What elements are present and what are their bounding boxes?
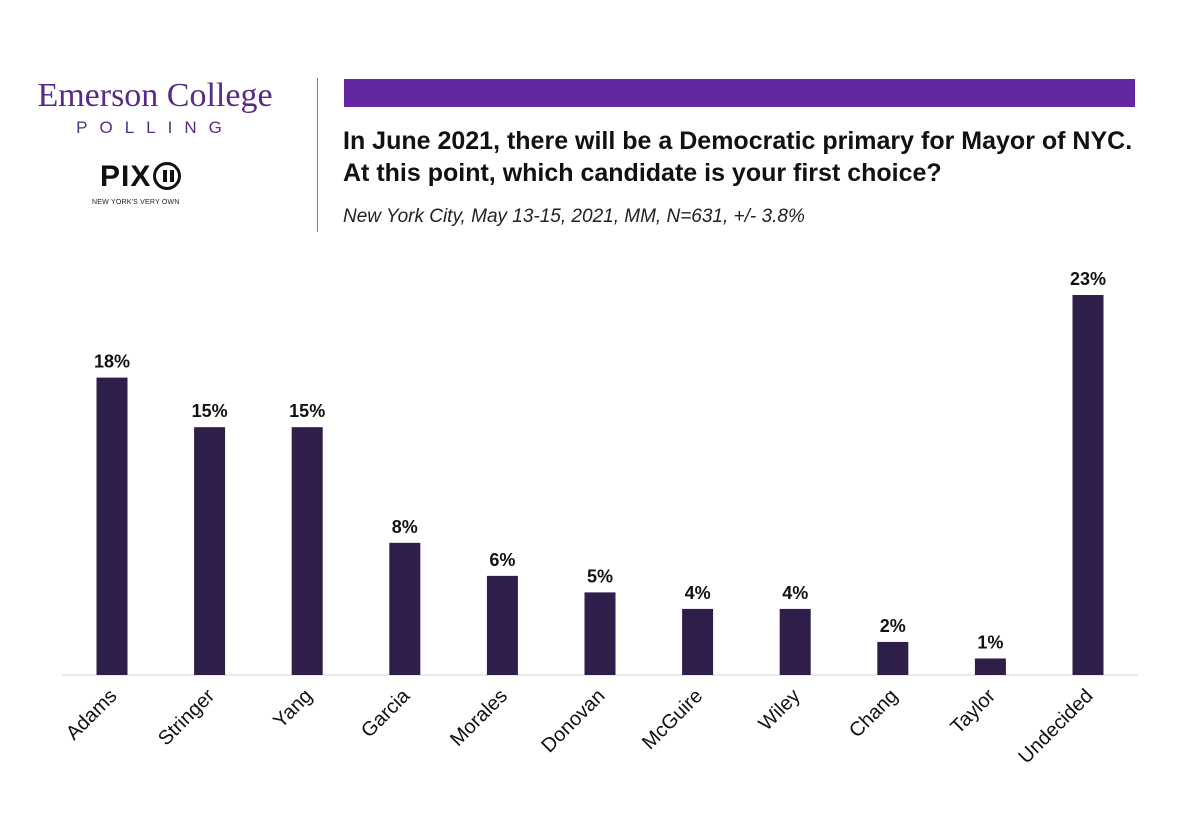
bar-chang xyxy=(877,641,909,675)
x-tick-label-yang: Yang xyxy=(269,685,317,733)
bar-mcguire xyxy=(682,608,714,675)
emerson-polling-logo-text: POLLING xyxy=(76,118,234,137)
bar-wiley xyxy=(779,608,811,675)
emerson-college-logo-text: Emerson College xyxy=(37,77,273,114)
bar-donovan xyxy=(584,592,616,675)
chart-subtitle: New York City, May 13-15, 2021, MM, N=63… xyxy=(343,206,805,227)
x-tick-label-adams: Adams xyxy=(62,685,122,745)
x-tick-label-morales: Morales xyxy=(446,685,512,751)
x-tick-label-undecided: Undecided xyxy=(1014,685,1097,768)
x-tick-label-wiley: Wiley xyxy=(755,685,805,735)
chart-title: In June 2021, there will be a Democratic… xyxy=(343,127,1133,187)
header-divider xyxy=(317,78,318,232)
data-label-taylor: 1% xyxy=(977,632,1003,652)
header-accent-bar xyxy=(344,79,1135,107)
bar-adams xyxy=(96,377,128,675)
data-label-yang: 15% xyxy=(289,401,325,421)
x-tick-label-garcia: Garcia xyxy=(357,684,415,742)
x-tick-label-donovan: Donovan xyxy=(537,685,609,757)
x-tick-label-chang: Chang xyxy=(845,685,902,742)
data-label-chang: 2% xyxy=(880,616,906,636)
bar-yang xyxy=(291,427,323,675)
data-label-adams: 18% xyxy=(94,352,130,372)
data-label-donovan: 5% xyxy=(587,566,613,586)
data-label-stringer: 15% xyxy=(192,401,228,421)
data-label-wiley: 4% xyxy=(782,583,808,603)
x-tick-label-mcguire: McGuire xyxy=(638,685,707,754)
data-label-morales: 6% xyxy=(489,550,515,570)
bar-undecided xyxy=(1072,295,1104,675)
bar-morales xyxy=(486,575,518,675)
pix11-badge-icon xyxy=(153,162,182,190)
bar-garcia xyxy=(389,542,421,675)
x-tick-label-taylor: Taylor xyxy=(947,685,1001,739)
bar-stringer xyxy=(194,427,226,675)
bar-taylor xyxy=(974,658,1006,675)
data-label-mcguire: 4% xyxy=(685,583,711,603)
data-label-undecided: 23% xyxy=(1070,269,1106,289)
data-label-garcia: 8% xyxy=(392,517,418,537)
x-tick-label-stringer: Stringer xyxy=(154,685,219,750)
pix11-logo: PIX xyxy=(100,160,182,193)
pix11-tagline: NEW YORK'S VERY OWN xyxy=(92,199,180,206)
pix11-wordmark: PIX xyxy=(100,160,152,193)
